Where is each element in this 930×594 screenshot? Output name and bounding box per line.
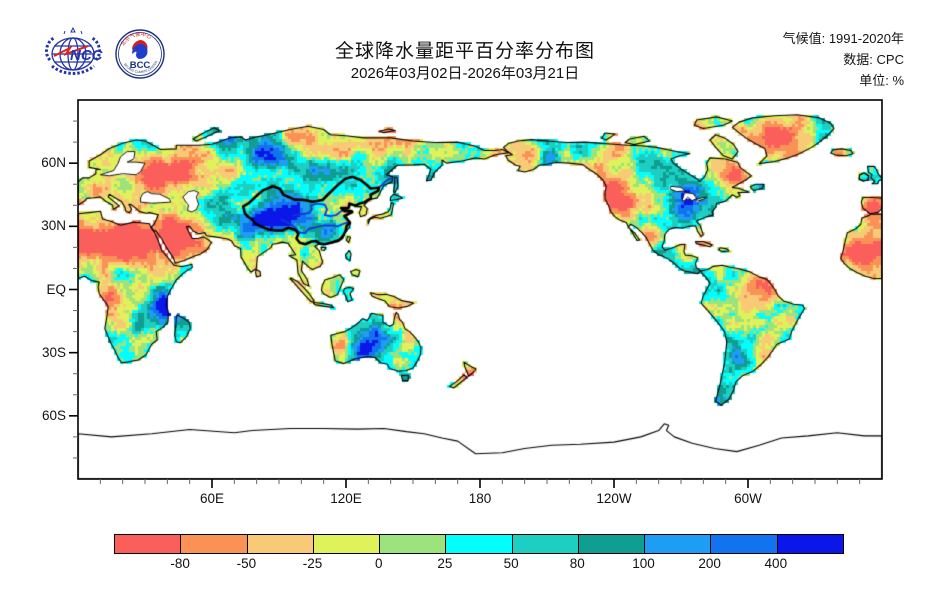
ncc-logo-text: NCC <box>70 47 104 64</box>
legend-color-cell <box>115 535 182 553</box>
x-axis-label: 120E <box>330 491 362 506</box>
legend-boundary-value: -80 <box>170 556 190 571</box>
meta-unit-value: % <box>892 73 904 88</box>
legend-boundary-value: 80 <box>569 556 585 571</box>
legend-color-cell <box>247 535 314 553</box>
legend-color-cell <box>645 535 712 553</box>
meta-data-value: CPC <box>876 52 904 67</box>
legend-boundary-value: 0 <box>374 556 383 571</box>
meta-climate-value: 1991-2020年 <box>828 31 904 46</box>
x-axis-label: 180 <box>468 491 492 506</box>
legend-color-cell <box>313 535 381 553</box>
bcc-logo: 北京气候中心 BCC BEIJING CLIMATE CENTER <box>115 29 165 79</box>
bcc-swirl-blue <box>131 44 148 59</box>
page-title: 全球降水量距平百分率分布图 <box>334 41 595 62</box>
y-axis-label: 60S <box>41 407 66 423</box>
legend-color-cell <box>446 535 513 553</box>
x-axis-label: 60W <box>734 491 762 506</box>
legend-boundary-value: -25 <box>302 556 323 571</box>
meta-unit-label: 单位: <box>859 73 889 88</box>
meta-data-label: 数据: <box>843 52 873 67</box>
legend-color-cell <box>512 535 579 553</box>
legend-colorbar <box>114 534 844 554</box>
legend-boundary-value: 200 <box>698 556 721 571</box>
x-axis-label: 120W <box>596 491 632 506</box>
ncc-logo: NCC <box>45 26 104 75</box>
bcc-logo-text: BCC <box>130 60 151 71</box>
y-axis-label: EQ <box>46 281 66 297</box>
legend-color-cell <box>777 535 843 553</box>
legend-boundary-value: 50 <box>503 556 519 571</box>
legend-boundary-value: -50 <box>236 556 257 571</box>
world-map-canvas <box>78 100 882 479</box>
legend-color-cell <box>380 535 447 553</box>
meta-climate-label: 气候值: <box>782 31 826 46</box>
legend-boundary-value: 100 <box>632 556 655 571</box>
legend-boundary-value: 25 <box>437 556 453 571</box>
y-axis-label: 60N <box>41 155 66 171</box>
legend-color-cell <box>181 535 248 553</box>
ncc-swoosh <box>53 45 89 57</box>
legend-color-cell <box>711 535 778 553</box>
x-axis-label: 60E <box>199 491 225 506</box>
y-axis-label: 30N <box>41 218 66 234</box>
meta-block: 气候值: 1991-2020年 数据: CPC 单位: % <box>783 28 904 91</box>
y-axis-label: 30S <box>41 344 66 360</box>
legend-boundary-value: 400 <box>764 556 788 571</box>
page-subtitle: 2026年03月02日-2026年03月21日 <box>350 65 580 82</box>
legend-color-cell <box>578 535 646 553</box>
